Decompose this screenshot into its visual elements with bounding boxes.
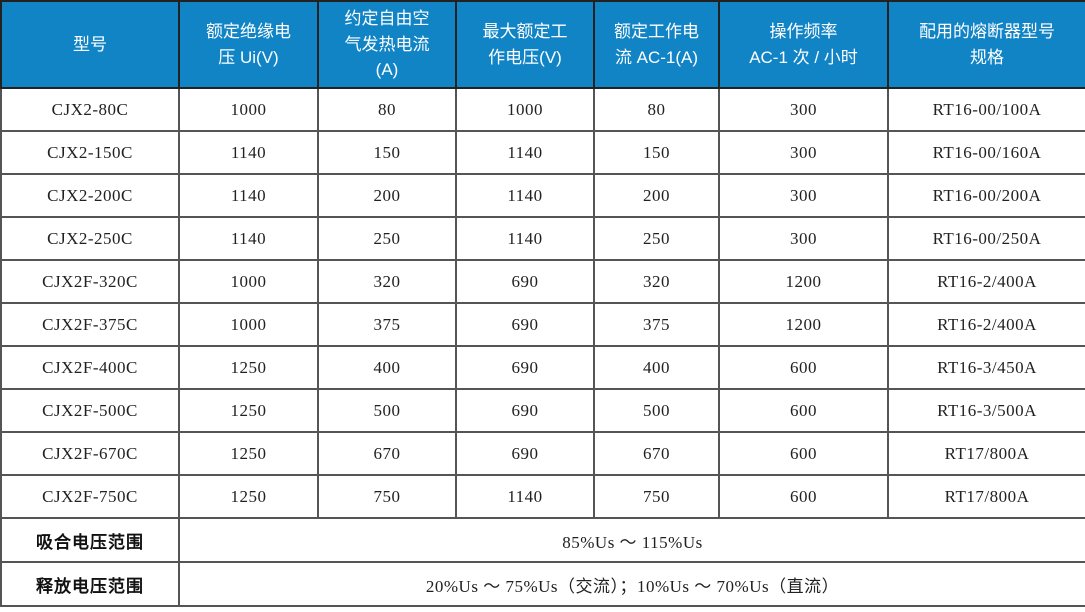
- header-cell-rated-operational-current-ac1: 额定工作电 流 AC-1(A): [593, 0, 720, 89]
- model-cell: CJX2F-375C: [0, 302, 180, 347]
- table-cell: 300: [718, 216, 889, 261]
- table-cell: 750: [317, 474, 457, 519]
- table-cell: 600: [718, 431, 889, 476]
- footer-label: 释放电压范围: [0, 561, 180, 607]
- table-cell: 1140: [455, 173, 595, 218]
- table-header: 型号 额定绝缘电 压 Ui(V) 约定自由空 气发热电流 (A) 最大额定工 作电压(…: [0, 0, 1085, 89]
- table-row: CJX2F-375C 1000 375 690 375 1200 RT16-2/400A: [0, 302, 1085, 347]
- table-cell: 320: [317, 259, 457, 304]
- table-cell: RT16-00/250A: [887, 216, 1085, 261]
- table-cell: 1000: [178, 302, 319, 347]
- table-row: CJX2F-670C 1250 670 690 670 600 RT17/800A: [0, 431, 1085, 476]
- table-cell: 1000: [178, 87, 319, 132]
- table-cell: RT16-3/500A: [887, 388, 1085, 433]
- table-cell: 1200: [718, 259, 889, 304]
- table-cell: 1250: [178, 345, 319, 390]
- model-cell: CJX2-80C: [0, 87, 180, 132]
- model-cell: CJX2F-670C: [0, 431, 180, 476]
- table-row: CJX2F-750C 1250 750 1140 750 600 RT17/800A: [0, 474, 1085, 519]
- header-cell-model: 型号: [0, 0, 180, 89]
- table-cell: 600: [718, 388, 889, 433]
- table-cell: 690: [455, 302, 595, 347]
- table-row: CJX2-150C 1140 150 1140 150 300 RT16-00/160A: [0, 130, 1085, 175]
- table-cell: RT16-00/160A: [887, 130, 1085, 175]
- table-cell: 1250: [178, 431, 319, 476]
- table-cell: 1000: [178, 259, 319, 304]
- table-cell: 690: [455, 388, 595, 433]
- table-cell: 1250: [178, 388, 319, 433]
- table-row: CJX2-250C 1140 250 1140 250 300 RT16-00/250A: [0, 216, 1085, 261]
- footer-label: 吸合电压范围: [0, 517, 180, 563]
- table-cell: RT17/800A: [887, 431, 1085, 476]
- table-cell: 250: [593, 216, 720, 261]
- table-cell: 1200: [718, 302, 889, 347]
- table-cell: 500: [317, 388, 457, 433]
- table-cell: 690: [455, 259, 595, 304]
- header-cell-rated-insulation-voltage: 额定绝缘电 压 Ui(V): [178, 0, 319, 89]
- footer-value: 20%Us ～ 75%Us（交流）；10%Us ～ 70%Us（直流）: [178, 561, 1085, 607]
- table-cell: 200: [317, 173, 457, 218]
- table-cell: 1140: [178, 173, 319, 218]
- table-cell: 600: [718, 474, 889, 519]
- table-row: CJX2F-320C 1000 320 690 320 1200 RT16-2/400A: [0, 259, 1085, 304]
- table-cell: 1140: [178, 216, 319, 261]
- table-cell: RT16-00/100A: [887, 87, 1085, 132]
- table-row: CJX2F-500C 1250 500 690 500 600 RT16-3/500A: [0, 388, 1085, 433]
- table-cell: RT16-2/400A: [887, 259, 1085, 304]
- table-cell: 1140: [455, 216, 595, 261]
- table-cell: 690: [455, 345, 595, 390]
- model-cell: CJX2-200C: [0, 173, 180, 218]
- table-cell: 600: [718, 345, 889, 390]
- table-cell: 320: [593, 259, 720, 304]
- table-cell: 300: [718, 87, 889, 132]
- header-cell-operating-frequency: 操作频率 AC-1 次 / 小时: [718, 0, 889, 89]
- table-cell: 400: [317, 345, 457, 390]
- header-cell-conventional-free-air-thermal-current: 约定自由空 气发热电流 (A): [317, 0, 457, 89]
- table-cell: 250: [317, 216, 457, 261]
- table-cell: 500: [593, 388, 720, 433]
- model-cell: CJX2F-750C: [0, 474, 180, 519]
- table-cell: 150: [317, 130, 457, 175]
- table-cell: RT16-00/200A: [887, 173, 1085, 218]
- footer-row-dropout-voltage-range: 释放电压范围 20%Us ～ 75%Us（交流）；10%Us ～ 70%Us（直流…: [0, 561, 1085, 607]
- model-cell: CJX2-250C: [0, 216, 180, 261]
- table-cell: 375: [317, 302, 457, 347]
- table-row: CJX2-80C 1000 80 1000 80 300 RT16-00/100A: [0, 87, 1085, 132]
- table-cell: 1250: [178, 474, 319, 519]
- model-cell: CJX2-150C: [0, 130, 180, 175]
- model-cell: CJX2F-500C: [0, 388, 180, 433]
- table-cell: 670: [317, 431, 457, 476]
- table-body: CJX2-80C 1000 80 1000 80 300 RT16-00/100A CJX2-…: [0, 87, 1085, 519]
- header-cell-max-rated-operational-voltage: 最大额定工 作电压(V): [455, 0, 595, 89]
- table-cell: RT16-3/450A: [887, 345, 1085, 390]
- table-cell: 375: [593, 302, 720, 347]
- table-cell: 80: [317, 87, 457, 132]
- table-footer: 吸合电压范围 85%Us ～ 115%Us 释放电压范围 20%Us ～ 75%Us（…: [0, 517, 1085, 607]
- table-cell: 150: [593, 130, 720, 175]
- header-row: 型号 额定绝缘电 压 Ui(V) 约定自由空 气发热电流 (A) 最大额定工 作电压(…: [0, 0, 1085, 89]
- table-cell: 200: [593, 173, 720, 218]
- footer-row-pickup-voltage-range: 吸合电压范围 85%Us ～ 115%Us: [0, 517, 1085, 563]
- table-cell: 80: [593, 87, 720, 132]
- table-cell: 400: [593, 345, 720, 390]
- table-cell: 690: [455, 431, 595, 476]
- table-cell: 1140: [455, 130, 595, 175]
- table-cell: 750: [593, 474, 720, 519]
- table-cell: RT16-2/400A: [887, 302, 1085, 347]
- header-cell-matching-fuse-spec: 配用的熔断器型号 规格: [887, 0, 1085, 89]
- model-cell: CJX2F-320C: [0, 259, 180, 304]
- table-cell: RT17/800A: [887, 474, 1085, 519]
- table-row: CJX2F-400C 1250 400 690 400 600 RT16-3/450A: [0, 345, 1085, 390]
- table-cell: 1140: [455, 474, 595, 519]
- table-cell: 1000: [455, 87, 595, 132]
- table-cell: 670: [593, 431, 720, 476]
- table-row: CJX2-200C 1140 200 1140 200 300 RT16-00/200A: [0, 173, 1085, 218]
- table-cell: 1140: [178, 130, 319, 175]
- footer-value: 85%Us ～ 115%Us: [178, 517, 1085, 563]
- table-cell: 300: [718, 173, 889, 218]
- model-cell: CJX2F-400C: [0, 345, 180, 390]
- table-cell: 300: [718, 130, 889, 175]
